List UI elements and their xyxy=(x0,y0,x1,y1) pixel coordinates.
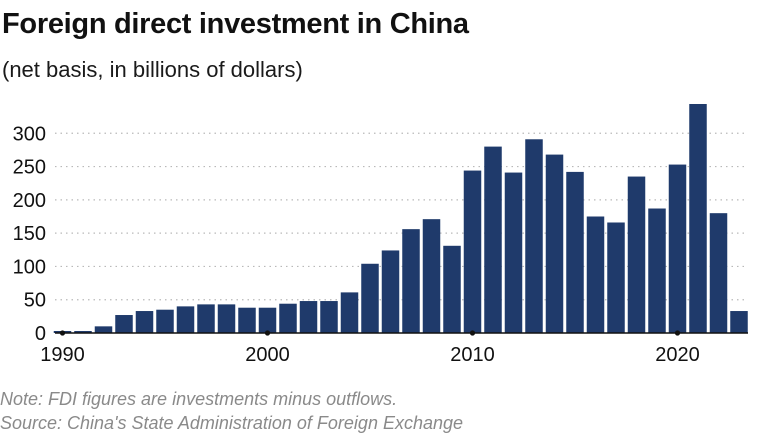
bar-2018 xyxy=(627,176,646,333)
bar-2008 xyxy=(422,219,441,333)
y-tick-label-100: 100 xyxy=(13,256,46,278)
x-tick-1990 xyxy=(59,330,66,336)
y-tick-label-300: 300 xyxy=(13,123,46,145)
bar-2019 xyxy=(648,208,666,333)
bar-2020 xyxy=(668,164,687,333)
bar-1997 xyxy=(197,304,215,333)
y-tick-label-50: 50 xyxy=(24,290,46,312)
bar-2003 xyxy=(320,301,338,333)
y-tick-label-150: 150 xyxy=(13,223,46,245)
bar-1992 xyxy=(94,326,113,333)
bar-1993 xyxy=(115,315,133,333)
bar-1994 xyxy=(135,311,154,333)
x-tick-label-2010: 2010 xyxy=(450,344,495,366)
x-tick-label-2000: 2000 xyxy=(245,344,290,366)
bar-2017 xyxy=(607,222,625,333)
bar-1996 xyxy=(176,306,195,333)
bar-2009 xyxy=(443,245,461,333)
bar-2011 xyxy=(484,146,502,333)
bar-2002 xyxy=(299,301,318,333)
bar-2001 xyxy=(279,303,297,333)
chart-subtitle: (net basis, in billions of dollars) xyxy=(2,57,303,82)
y-tick-label-250: 250 xyxy=(13,157,46,179)
bar-1998 xyxy=(217,304,236,333)
bar-2007 xyxy=(402,229,420,333)
bar-2016 xyxy=(586,216,605,333)
x-tick-2000 xyxy=(264,330,271,336)
bar-2006 xyxy=(381,250,400,333)
bar-2010 xyxy=(463,170,482,333)
x-tick-2020 xyxy=(674,330,681,336)
bar-2014 xyxy=(545,154,564,333)
fdi-bar-chart: 0 50 100 150 200 250 300 1990 2000 2010 2020 xyxy=(13,103,748,366)
x-tick-label-1990: 1990 xyxy=(40,344,85,366)
bar-1995 xyxy=(156,309,174,333)
bar-2013 xyxy=(525,139,543,333)
y-tick-label-200: 200 xyxy=(13,190,46,212)
x-tick-2010 xyxy=(469,330,476,336)
bar-2015 xyxy=(566,171,584,333)
bar-2023 xyxy=(730,311,748,333)
bar-1999 xyxy=(238,307,256,333)
bar-2012 xyxy=(504,172,523,333)
axes: 0 50 100 150 200 250 300 1990 2000 2010 2020 xyxy=(13,123,748,366)
source-line: Source: China's State Administration of … xyxy=(0,413,464,433)
y-tick-label-0: 0 xyxy=(35,323,46,345)
bar-2000 xyxy=(258,307,277,333)
x-tick-label-2020: 2020 xyxy=(655,344,700,366)
bar-2021 xyxy=(689,103,707,333)
bar-2004 xyxy=(340,292,359,333)
bars xyxy=(53,103,748,333)
bar-2005 xyxy=(361,263,379,333)
bar-1991 xyxy=(74,331,92,333)
footnote: Note: FDI figures are investments minus … xyxy=(0,389,398,409)
bar-2022 xyxy=(709,213,728,333)
chart-title: Foreign direct investment in China xyxy=(2,8,469,40)
